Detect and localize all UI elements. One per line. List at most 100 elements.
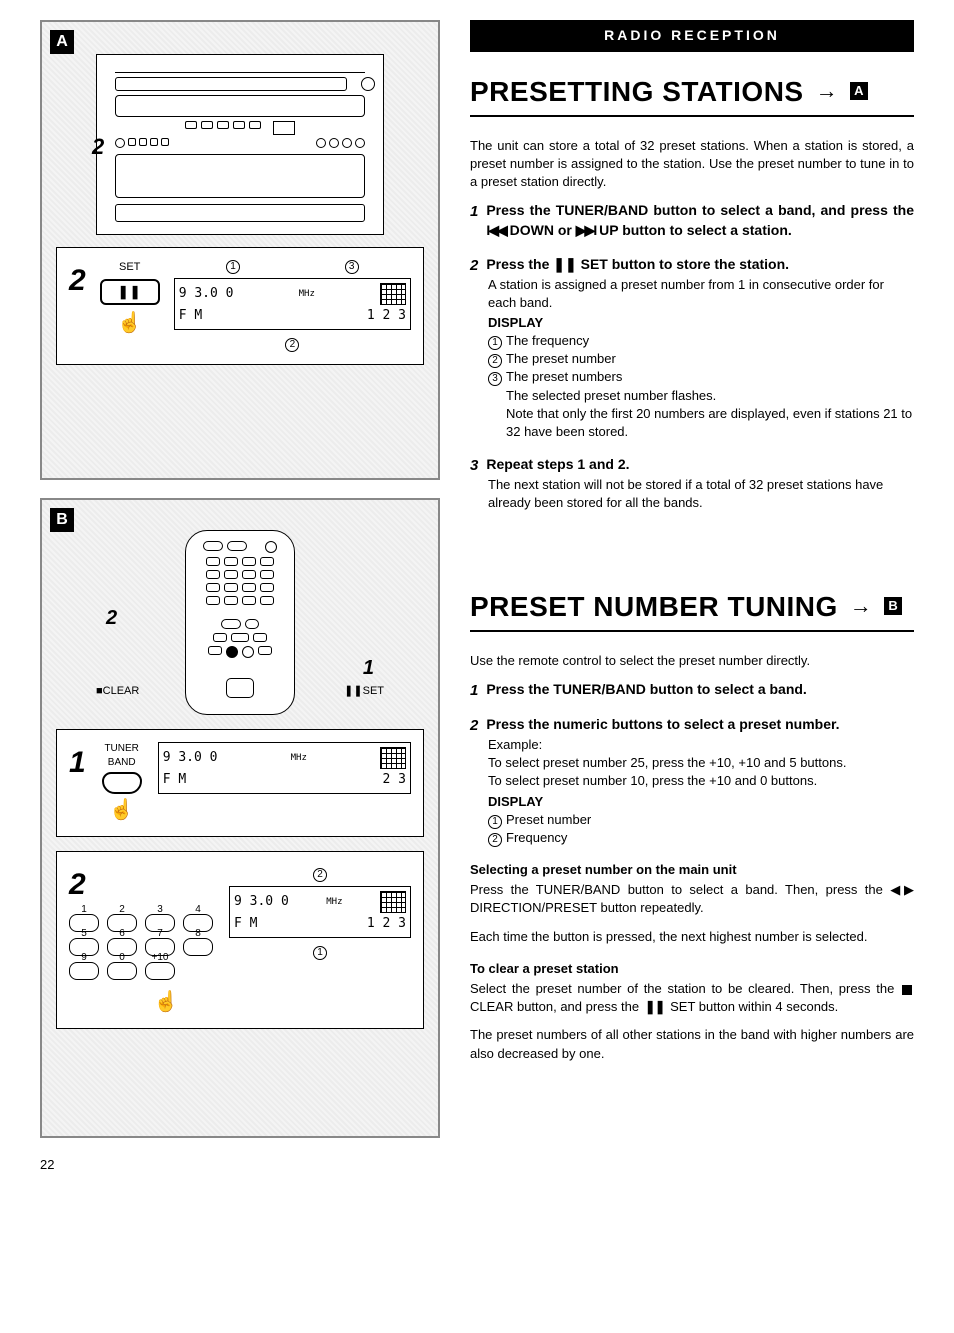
lcd-band: F M [163,771,186,789]
step-num: 1 [470,201,478,222]
display-item: Preset number [506,812,591,827]
step-b2: 2 Press the numeric buttons to select a … [470,715,914,847]
section-b-title-text: PRESET NUMBER TUNING [470,587,838,626]
sub2-p1: Select the preset number of the station … [470,980,914,1016]
lcd-freq: 9 3.0 0 [179,285,234,303]
lcd-grid [380,283,406,305]
figure-a-callout: 2 [92,132,104,163]
key-label: 6 [119,927,125,941]
pause-icon: ❚❚ [645,998,665,1016]
callout-2: 2 [285,338,299,352]
callout-3: 3 [345,260,359,274]
figure-b-tag: B [50,508,74,532]
panel2-callout-2: 2 [313,868,327,882]
circ-1: 1 [488,336,502,350]
key-label: 1 [81,903,87,917]
sub2-p2: The preset numbers of all other stations… [470,1026,914,1062]
sub1-p2: Each time the button is pressed, the nex… [470,928,914,946]
figures-column: A 2 2 SET ❚❚ [40,20,440,1174]
circ-2: 2 [488,354,502,368]
arrow-icon: → [816,76,839,107]
key-label: 4 [195,903,201,917]
key-label: 7 [157,927,163,941]
example-line: To select preset number 10, press the +1… [488,772,914,790]
skip-fwd-icon: ▶▶I [576,222,595,238]
stereo-unit-drawing [96,54,384,235]
lcd-band: F M [234,915,257,933]
sub1-p1: Press the TUNER/BAND button to select a … [470,881,914,917]
example-label: Example: [488,736,914,754]
lcd-band: F M [179,307,202,325]
step-body-text: The next station will not be stored if a… [488,476,914,512]
lcd-freq: 9 3.0 0 [234,893,289,911]
section-a-ref: A [850,82,868,100]
clear-label: ■CLEAR [96,684,139,699]
remote-control-drawing [185,530,295,715]
set-label-remote: ❚❚SET [344,684,384,699]
panel1-lcd: 9 3.0 0 MHz F M 2 3 [158,742,411,794]
lcd-grid [380,747,406,769]
set-label: SET [119,260,140,275]
step-num: 1 [470,680,478,701]
step-b1: 1 Press the TUNER/BAND button to select … [470,680,914,701]
stop-icon [902,985,912,995]
step-body-text: A station is assigned a preset number fr… [488,276,914,312]
section-b-intro: Use the remote control to select the pre… [470,652,914,670]
lcd-unit: MHz [291,752,307,765]
display-item: The preset numbers [506,369,622,384]
figure-a: A 2 2 SET ❚❚ [40,20,440,480]
display-item: The preset number [506,351,616,366]
skip-back-icon: I◀◀ [486,222,505,238]
figure-b: B 2 1 ■CLEAR ❚❚SET 1 [40,498,440,1138]
key-label: +10 [152,951,169,965]
tuner-band-button [102,772,142,794]
figure-b-panel-2: 2 1 2 3 4 5 6 7 8 9 0 +10 ☝ [56,851,424,1029]
lcd-unit: MHz [326,896,342,909]
key-label: 2 [119,903,125,917]
lcd-unit: MHz [299,288,315,301]
section-a-title: PRESETTING STATIONS → A [470,72,914,117]
text-column: RADIO RECEPTION PRESETTING STATIONS → A … [470,20,914,1174]
step-a3: 3 Repeat steps 1 and 2. The next station… [470,455,914,512]
tuner-band-label: TUNER BAND [104,742,138,770]
display-heading: DISPLAY [488,314,914,332]
hand-icon: ☝ [109,796,134,824]
key-label: 9 [81,951,87,965]
lcd-preset: 2 3 [383,771,406,789]
circ-2: 2 [488,833,502,847]
section-a-title-text: PRESETTING STATIONS [470,72,804,111]
step-title: Press the TUNER/BAND button to select a … [486,201,914,240]
figure-a-subpanel: 2 SET ❚❚ ☝ 1 3 9 3.0 0MHz F M1 2 3 [56,247,424,365]
step-num: 2 [470,255,478,276]
lcd-preset: 1 2 3 [367,307,406,325]
sub1-title: Selecting a preset number on the main un… [470,861,914,879]
arrow-icon: → [850,591,873,622]
panel2-lcd: 9 3.0 0 MHz F M 1 2 3 [229,886,411,938]
step-title: Press the ❚❚ SET button to store the sta… [486,255,789,275]
step-a2: 2 Press the ❚❚ SET button to store the s… [470,255,914,442]
header-bar: RADIO RECEPTION [470,20,914,52]
key-label: 3 [157,903,163,917]
example-line: To select preset number 25, press the +1… [488,754,914,772]
section-a-intro: The unit can store a total of 32 preset … [470,137,914,192]
subpanel-step-num: 2 [69,260,86,302]
step-a1: 1 Press the TUNER/BAND button to select … [470,201,914,240]
lcd-display: 9 3.0 0 MHz F M 1 2 3 [174,278,411,330]
lcd-freq: 9 3.0 0 [163,749,218,767]
step-title: Press the numeric buttons to select a pr… [486,715,839,735]
hand-icon: ☝ [119,988,213,1016]
display-item: The frequency [506,333,589,348]
pause-set-button: ❚❚ [100,279,160,305]
remote-callout-1: 1 [363,654,374,682]
lcd-preset: 1 2 3 [367,915,406,933]
key-label: 8 [195,927,201,941]
note: Note that only the first 20 numbers are … [506,405,914,441]
step-num: 3 [470,455,478,476]
step-num: 2 [470,715,478,736]
section-b-title: PRESET NUMBER TUNING → B [470,587,914,632]
panel1-num: 1 [69,742,86,784]
section-b-ref: B [884,597,902,615]
callout-1: 1 [226,260,240,274]
display-heading: DISPLAY [488,793,914,811]
panel2-num: 2 [69,864,213,906]
